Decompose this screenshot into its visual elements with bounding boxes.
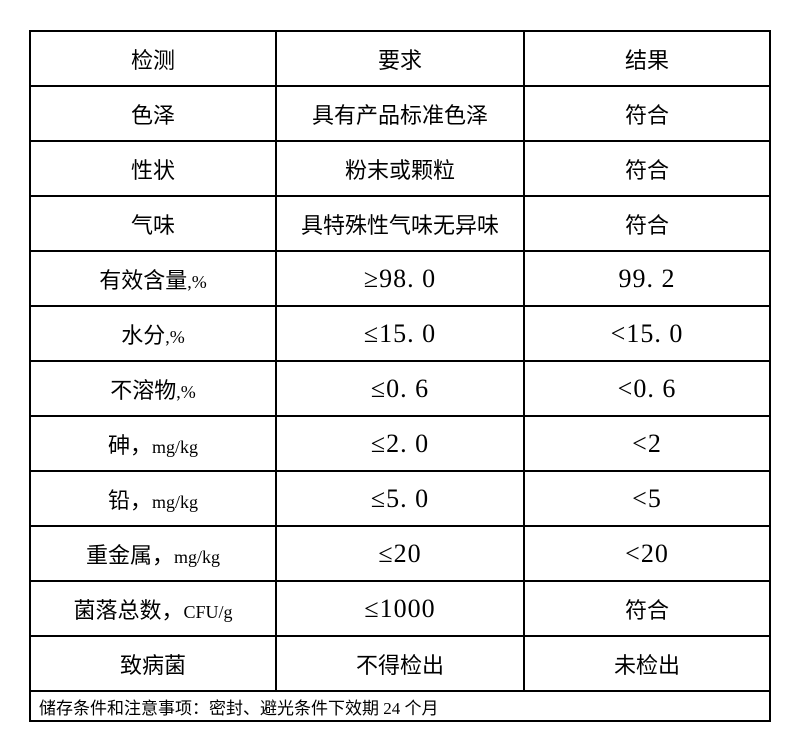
table-row: 色泽 具有产品标准色泽 符合 (29, 85, 771, 142)
test-unit: mg/kg (152, 436, 199, 457)
requirement-cell: ≤2. 0 (275, 415, 525, 472)
result-cell: <2 (523, 415, 771, 472)
test-name: 色泽 (130, 102, 175, 128)
test-name: 砷， (107, 432, 152, 458)
table-row: 砷，mg/kg ≤2. 0 <2 (29, 415, 771, 472)
table-row: 性状 粉末或颗粒 符合 (29, 140, 771, 197)
result-cell: <5 (523, 470, 771, 527)
requirement-cell: ≤15. 0 (275, 305, 525, 362)
table-row: 不溶物,% ≤0. 6 <0. 6 (29, 360, 771, 417)
header-cell-result: 结果 (523, 30, 771, 87)
requirement-cell: 具有产品标准色泽 (275, 85, 525, 142)
storage-conditions-row: 储存条件和注意事项：密封、避光条件下效期 24 个月 (29, 690, 771, 722)
table-row: 菌落总数，CFU/g ≤1000 符合 (29, 580, 771, 637)
header-cell-test: 检测 (29, 30, 277, 87)
test-name: 气味 (130, 212, 175, 238)
test-name-cell: 色泽 (29, 85, 277, 142)
table-row: 气味 具特殊性气味无异味 符合 (29, 195, 771, 252)
result-cell: 未检出 (523, 635, 771, 692)
result-cell: 99. 2 (523, 250, 771, 307)
test-unit: CFU/g (183, 601, 233, 622)
result-cell: <20 (523, 525, 771, 582)
test-unit: mg/kg (174, 546, 221, 567)
test-name: 性状 (130, 157, 175, 183)
table-row: 水分,% ≤15. 0 <15. 0 (29, 305, 771, 362)
requirement-cell: 粉末或颗粒 (275, 140, 525, 197)
test-name-cell: 有效含量,% (29, 250, 277, 307)
requirement-cell: ≤20 (275, 525, 525, 582)
test-unit: ,% (187, 271, 207, 292)
result-cell: <0. 6 (523, 360, 771, 417)
table-row: 致病菌 不得检出 未检出 (29, 635, 771, 692)
test-name: 铅， (107, 487, 152, 513)
requirement-cell: ≤0. 6 (275, 360, 525, 417)
table-row: 有效含量,% ≥98. 0 99. 2 (29, 250, 771, 307)
requirement-cell: ≤5. 0 (275, 470, 525, 527)
result-cell: 符合 (523, 195, 771, 252)
test-name: 水分 (121, 322, 166, 348)
test-name-cell: 气味 (29, 195, 277, 252)
inspection-table: 检测 要求 结果 色泽 具有产品标准色泽 符合 性状 粉末或颗粒 符合 气味 具… (29, 30, 771, 722)
test-name-cell: 重金属，mg/kg (29, 525, 277, 582)
test-name: 致病菌 (119, 652, 186, 678)
requirement-cell: ≤1000 (275, 580, 525, 637)
test-unit: ,% (176, 381, 196, 402)
table-header-row: 检测 要求 结果 (29, 30, 771, 87)
header-cell-requirement: 要求 (275, 30, 525, 87)
requirement-cell: ≥98. 0 (275, 250, 525, 307)
test-name-cell: 致病菌 (29, 635, 277, 692)
test-name-cell: 铅，mg/kg (29, 470, 277, 527)
table-row: 铅，mg/kg ≤5. 0 <5 (29, 470, 771, 527)
result-cell: 符合 (523, 580, 771, 637)
test-name-cell: 性状 (29, 140, 277, 197)
test-name-cell: 菌落总数，CFU/g (29, 580, 277, 637)
result-cell: 符合 (523, 140, 771, 197)
result-cell: 符合 (523, 85, 771, 142)
result-cell: <15. 0 (523, 305, 771, 362)
test-name-cell: 砷，mg/kg (29, 415, 277, 472)
test-name: 菌落总数， (73, 597, 184, 623)
table-row: 重金属，mg/kg ≤20 <20 (29, 525, 771, 582)
test-name: 有效含量 (99, 267, 188, 293)
storage-conditions-note: 储存条件和注意事项：密封、避光条件下效期 24 个月 (29, 690, 771, 722)
test-name: 重金属， (85, 542, 174, 568)
test-name-cell: 不溶物,% (29, 360, 277, 417)
test-name-cell: 水分,% (29, 305, 277, 362)
requirement-cell: 具特殊性气味无异味 (275, 195, 525, 252)
test-unit: ,% (165, 326, 185, 347)
test-name: 不溶物 (110, 377, 177, 403)
requirement-cell: 不得检出 (275, 635, 525, 692)
test-unit: mg/kg (152, 491, 199, 512)
